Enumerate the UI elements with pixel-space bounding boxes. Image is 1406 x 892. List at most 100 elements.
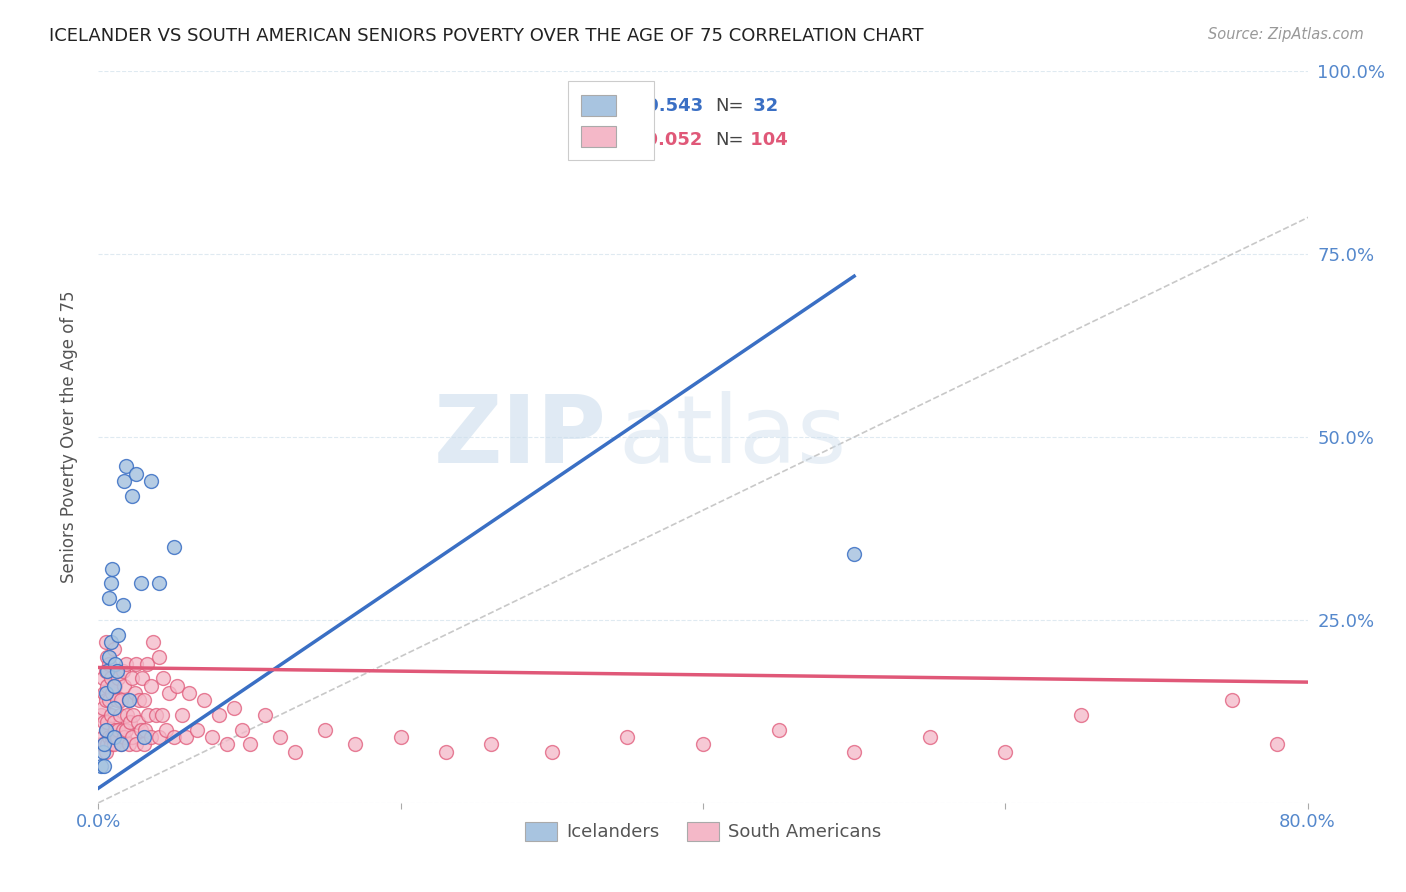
Point (918, 730, 941, 744)
Text: ZIP: ZIP (433, 391, 606, 483)
Point (101, 686, 124, 700)
Point (148, 576, 170, 591)
Point (91, 745, 114, 759)
Point (104, 723, 127, 737)
Point (215, 737, 238, 751)
Point (118, 737, 141, 751)
Point (94, 686, 117, 700)
Point (103, 642, 125, 657)
Point (108, 708, 131, 723)
Point (103, 715, 125, 730)
Point (93, 686, 115, 700)
Point (93, 715, 115, 730)
Point (105, 730, 128, 744)
Point (141, 679, 163, 693)
Point (114, 723, 136, 737)
Text: N=: N= (716, 97, 744, 115)
Point (179, 686, 201, 700)
Text: ICELANDER VS SOUTH AMERICAN SENIORS POVERTY OVER THE AGE OF 75 CORRELATION CHART: ICELANDER VS SOUTH AMERICAN SENIORS POVE… (49, 27, 924, 45)
Point (103, 679, 125, 693)
Point (434, 745, 457, 759)
Point (100, 576, 122, 591)
Point (1070, 708, 1092, 723)
Point (136, 708, 159, 723)
Point (91, 730, 114, 744)
Text: atlas: atlas (619, 391, 846, 483)
Point (104, 657, 127, 671)
Text: -0.052: -0.052 (638, 131, 702, 149)
Point (1267, 737, 1289, 751)
Text: N=: N= (716, 131, 744, 149)
Point (540, 745, 562, 759)
Point (101, 562, 124, 576)
Point (148, 649, 170, 664)
Legend: Icelanders, South Americans: Icelanders, South Americans (517, 814, 889, 848)
Point (481, 737, 503, 751)
Point (201, 730, 224, 744)
Point (132, 693, 155, 707)
Point (105, 664, 128, 678)
Point (91, 672, 114, 686)
Y-axis label: Seniors Poverty Over the Age of 75: Seniors Poverty Over the Age of 75 (59, 291, 77, 583)
Point (163, 540, 186, 554)
Point (90, 759, 112, 773)
Point (98, 657, 121, 671)
Point (96, 664, 118, 678)
Point (121, 672, 143, 686)
Point (150, 708, 173, 723)
Point (239, 737, 262, 751)
Point (114, 459, 136, 474)
Point (107, 627, 129, 641)
Point (231, 723, 253, 737)
Point (96, 737, 118, 751)
Point (110, 737, 132, 751)
Point (159, 686, 181, 700)
Point (129, 576, 152, 591)
Point (269, 730, 291, 744)
Point (125, 467, 148, 481)
Point (125, 737, 148, 751)
Point (127, 715, 149, 730)
Point (98, 591, 121, 605)
Point (124, 686, 146, 700)
Point (616, 87, 638, 101)
Point (98, 730, 121, 744)
Point (118, 693, 141, 707)
Point (94, 723, 117, 737)
Point (132, 737, 155, 751)
Point (93, 737, 115, 751)
Point (112, 474, 135, 488)
Point (131, 672, 153, 686)
Point (155, 723, 177, 737)
Point (112, 730, 135, 744)
Point (141, 730, 163, 744)
Point (93, 737, 115, 751)
Point (134, 723, 156, 737)
Point (115, 708, 138, 723)
Point (96, 715, 118, 730)
Point (132, 730, 155, 744)
Point (94, 635, 117, 649)
Point (111, 664, 134, 678)
Point (253, 708, 276, 723)
Point (135, 657, 157, 671)
Point (100, 708, 122, 723)
Point (344, 737, 367, 751)
Point (118, 693, 141, 707)
Point (98, 693, 121, 707)
Point (121, 730, 143, 744)
Text: 104: 104 (744, 131, 787, 149)
Point (125, 657, 148, 671)
Point (96, 679, 118, 693)
Point (111, 723, 134, 737)
Point (844, 547, 866, 561)
Point (110, 737, 132, 751)
Point (208, 708, 231, 723)
Point (121, 489, 143, 503)
Point (768, 723, 790, 737)
Point (148, 730, 170, 744)
Point (994, 745, 1017, 759)
Point (111, 599, 134, 613)
Point (98, 649, 121, 664)
Point (100, 635, 122, 649)
